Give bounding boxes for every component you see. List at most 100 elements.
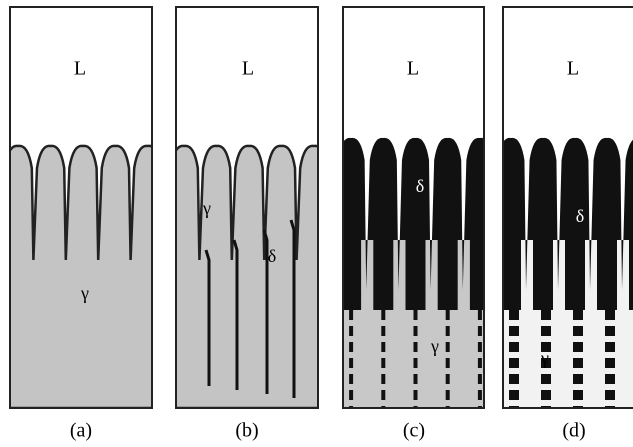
panel-caption: (a) [70,420,92,442]
delta-network [509,358,519,368]
delta-network [445,310,450,320]
panel-border [502,6,633,409]
delta-network [605,374,615,384]
delta-network [381,374,386,384]
delta-network [605,310,615,320]
delta-column [437,230,458,310]
delta-solid [503,137,633,290]
delta-network [573,310,583,320]
delta-column [469,230,484,310]
delta-network [381,390,386,400]
delta-network [573,358,583,368]
delta-trace [204,249,211,386]
delta-network [445,326,450,336]
delta-network [605,326,615,336]
delta-network [381,310,386,320]
phase-label: γ [80,283,89,303]
panel: Lδ γ (d) [502,6,633,442]
delta-network [381,342,386,352]
delta-network [413,310,418,320]
panel-caption: (d) [562,420,585,442]
delta-network [541,326,551,336]
delta-network [573,374,583,384]
delta-network [349,342,354,352]
phase-label: L [407,58,419,80]
delta-network [445,374,450,384]
delta-network [445,358,450,368]
delta-network [509,342,519,352]
delta-network [509,374,519,384]
phase-label: δ [416,176,424,196]
delta-network [605,390,615,400]
delta-network [477,342,482,352]
delta-trace [289,219,296,398]
phase-label: γ [540,348,549,368]
delta-network [381,358,386,368]
delta-column [503,230,521,310]
panel: Lγ (a) [9,6,153,442]
delta-network [541,310,551,320]
delta-network [477,358,482,368]
panel-caption: (c) [403,420,425,442]
delta-network [541,358,551,368]
delta-column [629,230,633,310]
delta-trace [262,229,269,394]
delta-network [349,358,354,368]
phase-label: δ [268,246,276,266]
delta-network [477,310,482,320]
phase-label: γ [430,336,439,356]
delta-network [349,374,354,384]
panel: Lδ γ (c) [342,6,485,442]
delta-network [413,326,418,336]
delta-network [541,390,551,400]
delta-network [509,310,519,320]
phase-label: L [242,58,254,80]
delta-network [541,374,551,384]
delta-network [413,390,418,400]
phase-label: L [567,58,579,80]
delta-trace [232,239,239,390]
delta-column [565,230,585,310]
panel-content [343,7,484,408]
panel-content [503,7,633,408]
delta-network [509,326,519,336]
delta-network [573,326,583,336]
delta-column [373,230,394,310]
delta-column [533,230,553,310]
phase-label: L [74,58,86,80]
delta-column [343,230,362,310]
panel-caption: (b) [235,420,258,442]
delta-network [413,342,418,352]
phase-label: δ [576,206,584,226]
panel-border [9,6,153,409]
delta-network [605,358,615,368]
delta-network [477,374,482,384]
delta-network [349,390,354,400]
delta-network [381,326,386,336]
delta-network [573,342,583,352]
gamma-solid [10,144,152,408]
delta-network [349,326,354,336]
panel-content [10,7,152,408]
phase-label: γ [202,198,211,218]
panel: Lγ δ (b) [175,6,319,442]
delta-network [413,358,418,368]
delta-column [405,230,426,310]
gamma-solid [176,144,318,408]
delta-network [477,390,482,400]
delta-network [541,342,551,352]
delta-network [413,374,418,384]
delta-solid [343,137,484,290]
delta-column [597,230,617,310]
panel-content [176,7,318,408]
delta-network [573,390,583,400]
delta-network [445,390,450,400]
delta-network [349,310,354,320]
delta-network [445,342,450,352]
delta-network [605,342,615,352]
delta-network [477,326,482,336]
panel-border [175,6,319,409]
panel-border [342,6,485,409]
delta-network [509,390,519,400]
